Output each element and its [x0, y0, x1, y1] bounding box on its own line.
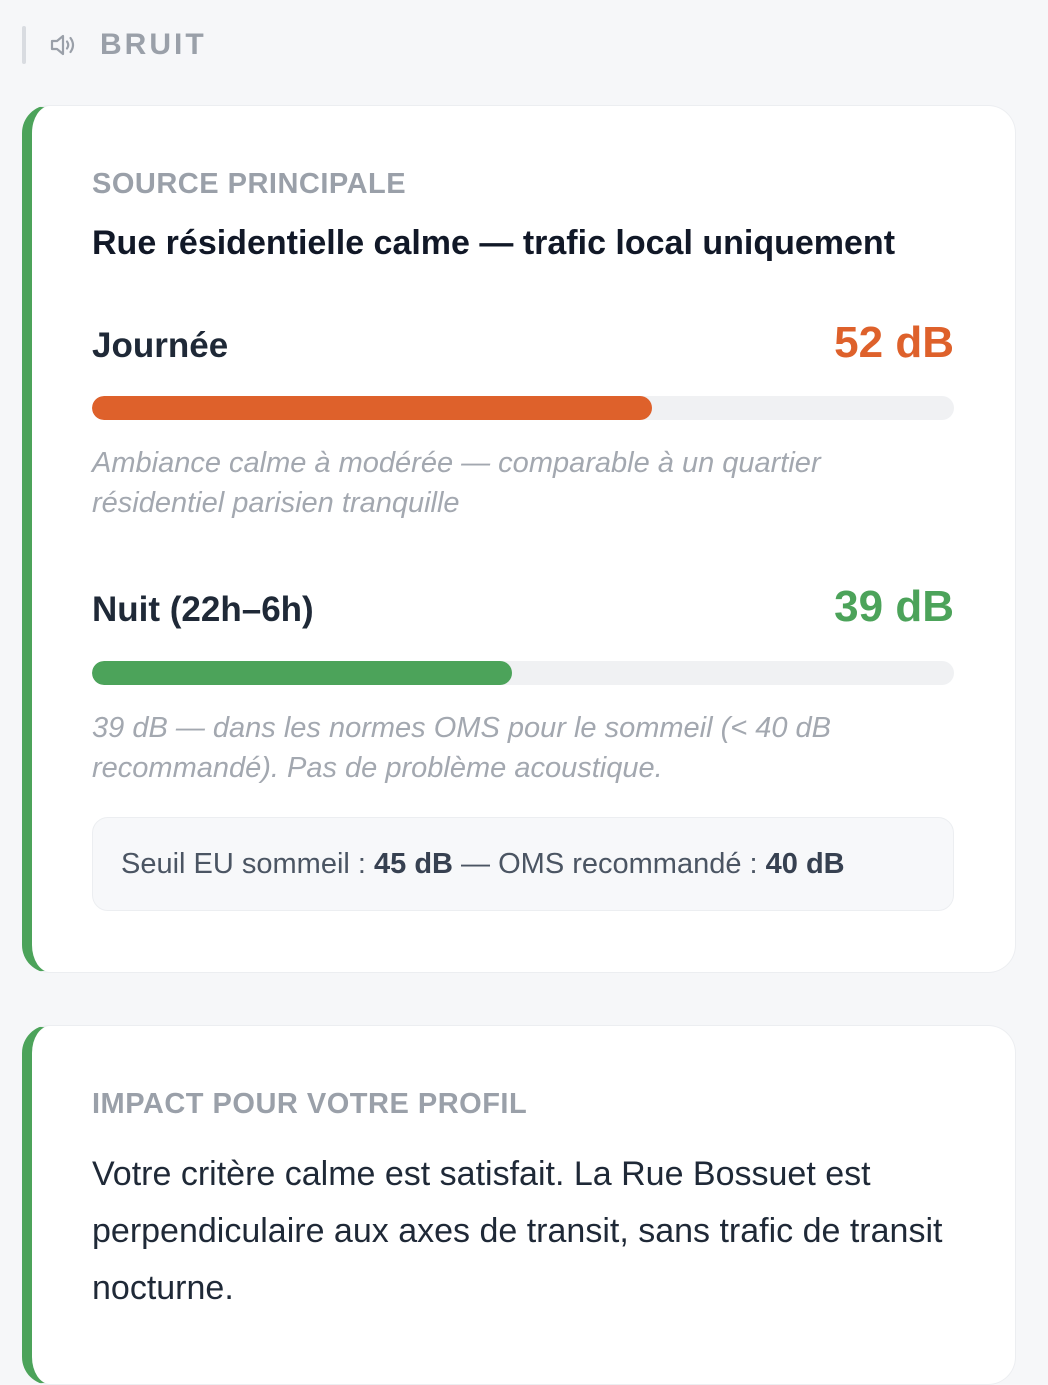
- day-row: Journée 52 dB: [92, 318, 954, 368]
- night-note: 39 dB — dans les normes OMS pour le somm…: [92, 712, 832, 784]
- day-note: Ambiance calme à modérée — comparable à …: [92, 447, 821, 519]
- noise-card: SOURCE PRINCIPALE Rue résidentielle calm…: [22, 105, 1016, 973]
- section-header-bruit: BRUIT: [22, 26, 207, 64]
- threshold-box: Seuil EU sommeil : 45 dB — OMS recommand…: [92, 817, 954, 911]
- speaker-icon: [50, 30, 80, 60]
- source-value: Rue résidentielle calme — trafic local u…: [92, 224, 896, 262]
- section-title: BRUIT: [100, 28, 207, 61]
- eu-threshold-label: Seuil EU sommeil :: [121, 847, 375, 880]
- day-level-fill: [92, 396, 653, 420]
- threshold-separator: —: [453, 847, 499, 880]
- impact-text: Votre critère calme est satisfait. La Ru…: [92, 1155, 943, 1307]
- day-label: Journée: [92, 326, 229, 365]
- night-level-fill: [92, 661, 512, 685]
- night-row: Nuit (22h–6h) 39 dB: [92, 582, 954, 632]
- night-level-bar: [92, 661, 954, 685]
- day-level-bar: [92, 396, 954, 420]
- oms-threshold-label: OMS recommandé :: [498, 847, 766, 880]
- impact-label: IMPACT POUR VOTRE PROFIL: [92, 1088, 528, 1120]
- eu-threshold-value: 45 dB: [374, 847, 453, 880]
- night-label: Nuit (22h–6h): [92, 590, 314, 629]
- impact-card: IMPACT POUR VOTRE PROFIL Votre critère c…: [22, 1025, 1016, 1385]
- day-value: 52 dB: [834, 318, 954, 367]
- night-value: 39 dB: [834, 582, 954, 631]
- source-label: SOURCE PRINCIPALE: [92, 168, 407, 200]
- oms-threshold-value: 40 dB: [765, 847, 845, 880]
- section-header-bar: [22, 26, 26, 64]
